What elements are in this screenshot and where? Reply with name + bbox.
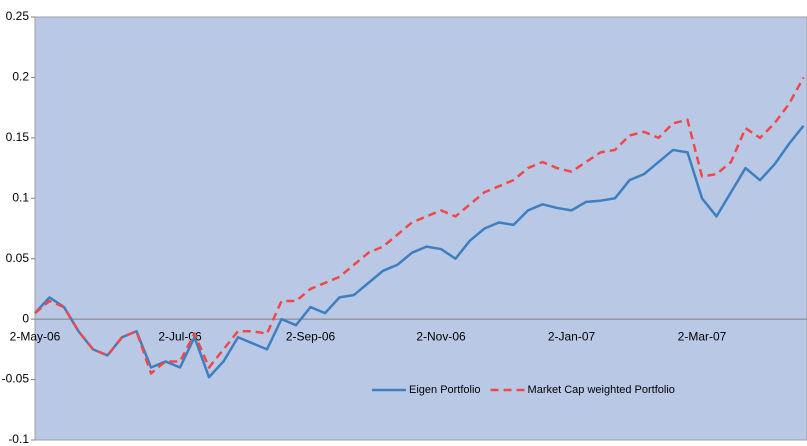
x-tick-label: 2-Mar-07 — [678, 329, 727, 343]
y-tick-label: 0.1 — [12, 190, 29, 204]
x-tick-label: 2-Jul-06 — [158, 329, 202, 343]
legend-label: Market Cap weighted Portfolio — [528, 384, 675, 396]
y-tick-label: 0.05 — [6, 251, 30, 265]
y-tick-label: 0 — [22, 311, 29, 325]
x-tick-label: 2-Sep-06 — [286, 329, 336, 343]
y-tick-label: 0.15 — [6, 130, 30, 144]
x-tick-label: 2-May-06 — [10, 329, 61, 343]
y-tick-label: -0.05 — [2, 372, 30, 386]
y-tick-label: -0.1 — [8, 432, 29, 446]
plot-area — [34, 16, 807, 441]
series-line — [34, 76, 805, 375]
y-tick-label: 0.25 — [6, 9, 30, 23]
x-tick-label: 2-Jan-07 — [548, 329, 596, 343]
x-tick-label: 2-Nov-06 — [416, 329, 466, 343]
y-tick-label: 0.2 — [12, 70, 29, 84]
legend-label: Eigen Portfolio — [409, 384, 481, 396]
